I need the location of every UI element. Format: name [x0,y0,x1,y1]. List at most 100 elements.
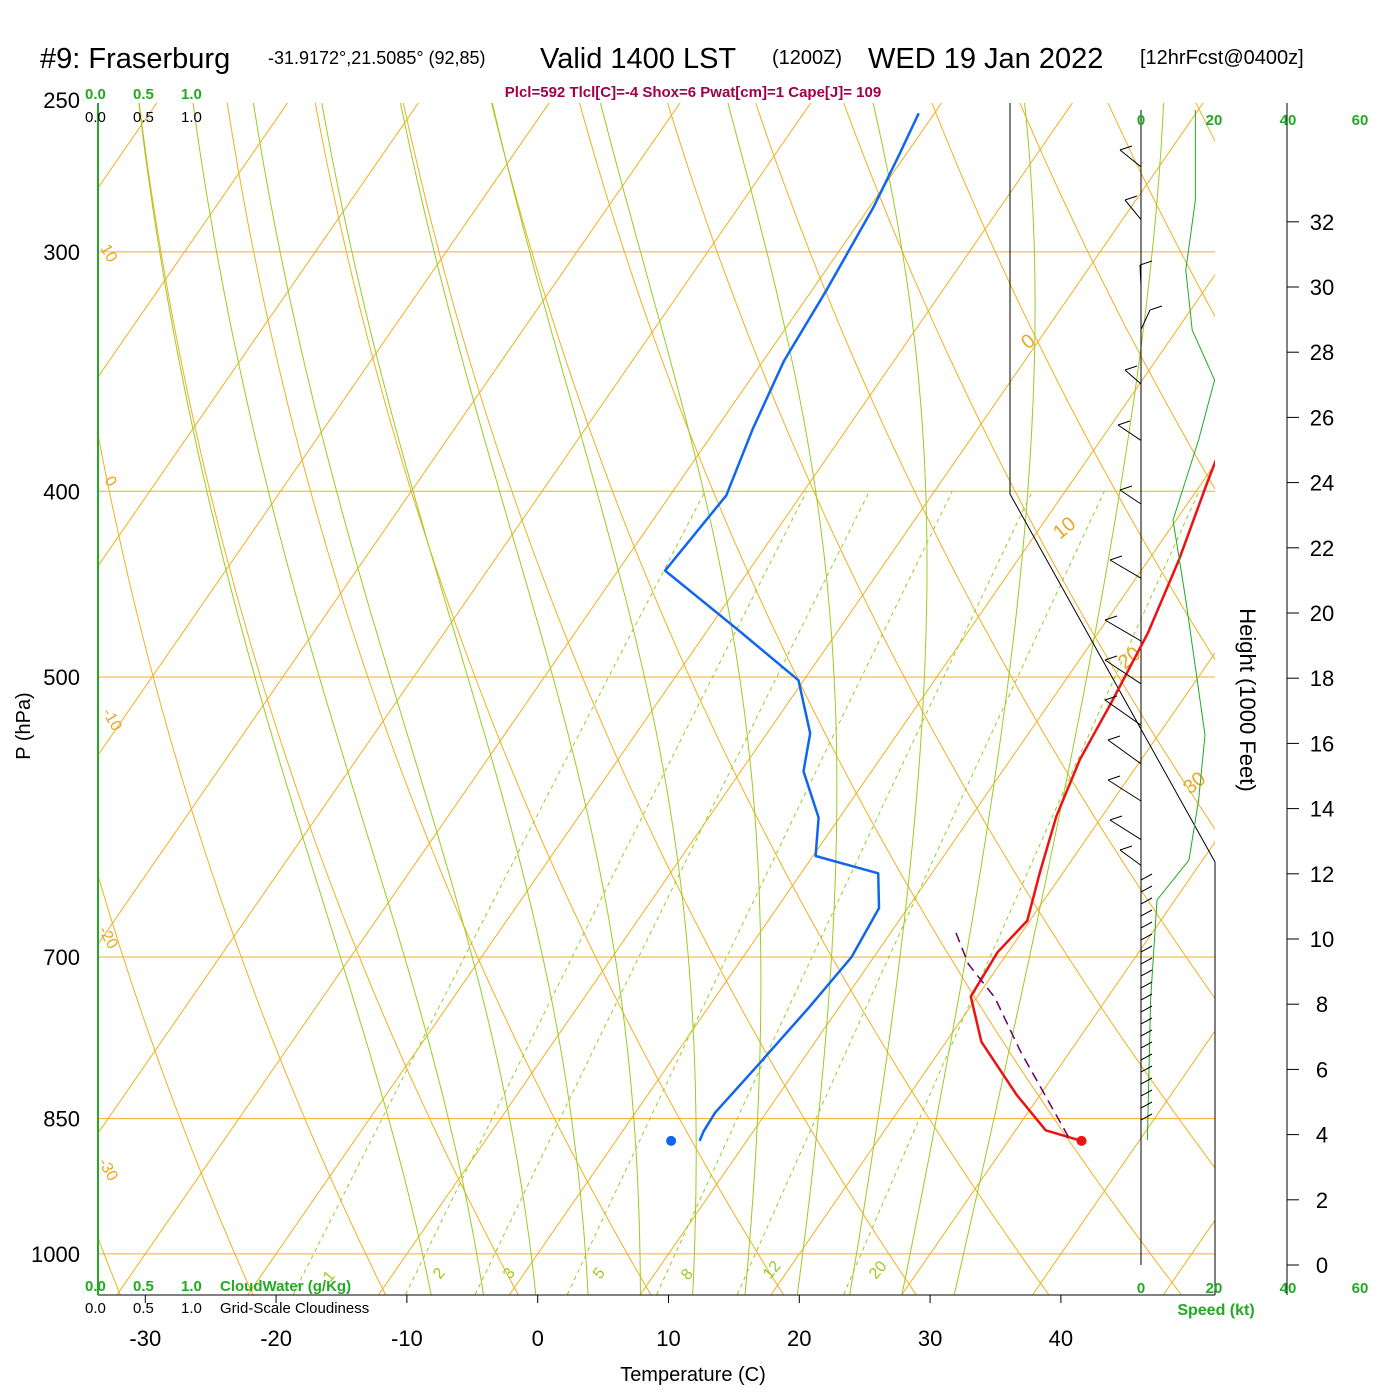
moist-adiabat [491,103,697,1295]
height-tick-label: 8 [1316,992,1328,1017]
x-tick-label: 40 [1049,1326,1073,1351]
wind-barb [1104,659,1142,685]
wind-barb-flag [1104,615,1118,621]
wind-barb-flag [1119,845,1133,851]
mixing-ratio-label: 20 [866,1258,891,1283]
wind-barb [1104,619,1142,642]
pressure-tick-label: 850 [43,1107,80,1132]
wind-barb-small [1140,957,1153,965]
dry-adiabat [1195,103,1215,143]
wind-barb-flag [1107,775,1121,781]
wind-barb-small [1140,897,1153,905]
mixing-ratio-line [292,491,706,1295]
isotherm-line [98,103,419,567]
wind-profile [1104,110,1216,1141]
station-title: #9: Fraserburg [40,43,230,75]
wind-barb-small [1140,993,1153,1001]
height-tick-label: 28 [1310,340,1334,365]
wind-barb [1104,699,1142,726]
mixing-ratio-label: 2 [430,1265,449,1283]
pressure-tick-label: 250 [43,88,80,113]
wind-barb-small [1140,873,1153,881]
cloud-bottom-green-0: 0.0 [85,1278,106,1295]
dry-adiabat [98,873,254,1295]
moist-adiabat [953,103,1165,1295]
wind-barb-flag [1107,735,1121,741]
moist-adiabat [727,103,838,1295]
y-axis-title: P (hPa) [13,692,35,759]
height-tick-label: 0 [1316,1253,1328,1278]
cloud-top-green-0: 0.0 [85,86,106,103]
wind-barb-small [1140,981,1153,989]
mixing-ratio-line [656,491,1033,1295]
speed-top-60: 60 [1352,112,1369,129]
dry-adiabat [667,103,1215,1169]
pressure-tick-label: 400 [43,479,80,504]
speed-bottom-60: 60 [1352,1280,1369,1297]
height-tick-label: 4 [1316,1123,1328,1148]
isotherm-line [639,463,1215,1295]
isotherm-line [770,652,1215,1295]
cloud-top-green-1: 1.0 [181,86,202,103]
height-tick-label: 16 [1310,731,1334,756]
wind-barb [1109,819,1142,841]
wind-barb-small [1140,1077,1153,1085]
dry-adiabat [138,103,519,1295]
wind-barb-small [1140,1101,1153,1109]
speed-top-40: 40 [1280,112,1297,129]
wind-barb-small [1140,1017,1153,1025]
wind-barb-small [1140,1041,1153,1049]
valid-date: WED 19 Jan 2022 [868,43,1103,75]
mixing-ratio-line [566,491,953,1295]
cloud-bottom-green-05: 0.5 [133,1278,154,1295]
wind-barb-flag [1149,305,1163,311]
wind-barb [1107,739,1142,765]
speed-bottom-40: 40 [1280,1280,1297,1297]
moist-adiabat [901,103,1036,1295]
dry-adiabat [1019,103,1215,490]
wind-barb [1119,849,1142,866]
moist-adiabat [399,103,641,1295]
wind-barb-small [1140,1089,1153,1097]
valid-time: Valid 1400 LST [540,43,736,75]
isotherm-line [98,103,550,756]
height-axis-title: Height (1000 Feet) [1235,608,1260,791]
wind-barb [1119,489,1142,505]
x-tick-label: 0 [532,1326,544,1351]
isotherm-line [98,103,812,1135]
isotherm-label: -10 [99,706,125,735]
mixing-ratio-label: 5 [590,1265,609,1283]
isotherm-line [901,841,1215,1295]
dry-adiabat-label: 30 [1179,768,1210,799]
height-tick-label: 32 [1310,210,1334,235]
stability-params: Plcl=592 Tlcl[C]=-4 Shox=6 Pwat[cm]=1 Ca… [505,84,881,101]
isotherm-label: 10 [97,242,121,266]
isotherm-line [98,103,681,946]
wind-barb [1124,369,1142,385]
isotherm-line [98,103,158,189]
dry-adiabat [931,103,1215,661]
isotherm-line [116,103,943,1295]
wind-barb-flag [1119,485,1133,491]
height-tick-label: 30 [1310,275,1334,300]
wind-barb-small [1140,1065,1153,1073]
plot-frame [97,103,1288,1296]
height-tick-label: 12 [1310,862,1334,887]
isotherm-line [247,103,1073,1295]
height-tick-label: 2 [1316,1188,1328,1213]
cloud-top-black-0: 0.0 [85,109,106,126]
forecast-info: [12hrFcst@0400z] [1140,47,1304,69]
speed-axis-title: Speed (kt) [1177,1302,1254,1319]
wind-barb-flag [1117,420,1131,426]
dry-adiabat [314,103,784,1295]
wind-barb-small [1140,909,1153,917]
cloud-bottom-black-05: 0.5 [133,1300,154,1317]
moist-adiabat [192,103,484,1295]
wind-barb-flag [1109,555,1123,561]
wind-barb-flag [1124,365,1138,371]
dry-adiabat [755,103,1215,1000]
sounding-traces [663,112,1215,1146]
isotherm-label: 0 [101,474,120,490]
